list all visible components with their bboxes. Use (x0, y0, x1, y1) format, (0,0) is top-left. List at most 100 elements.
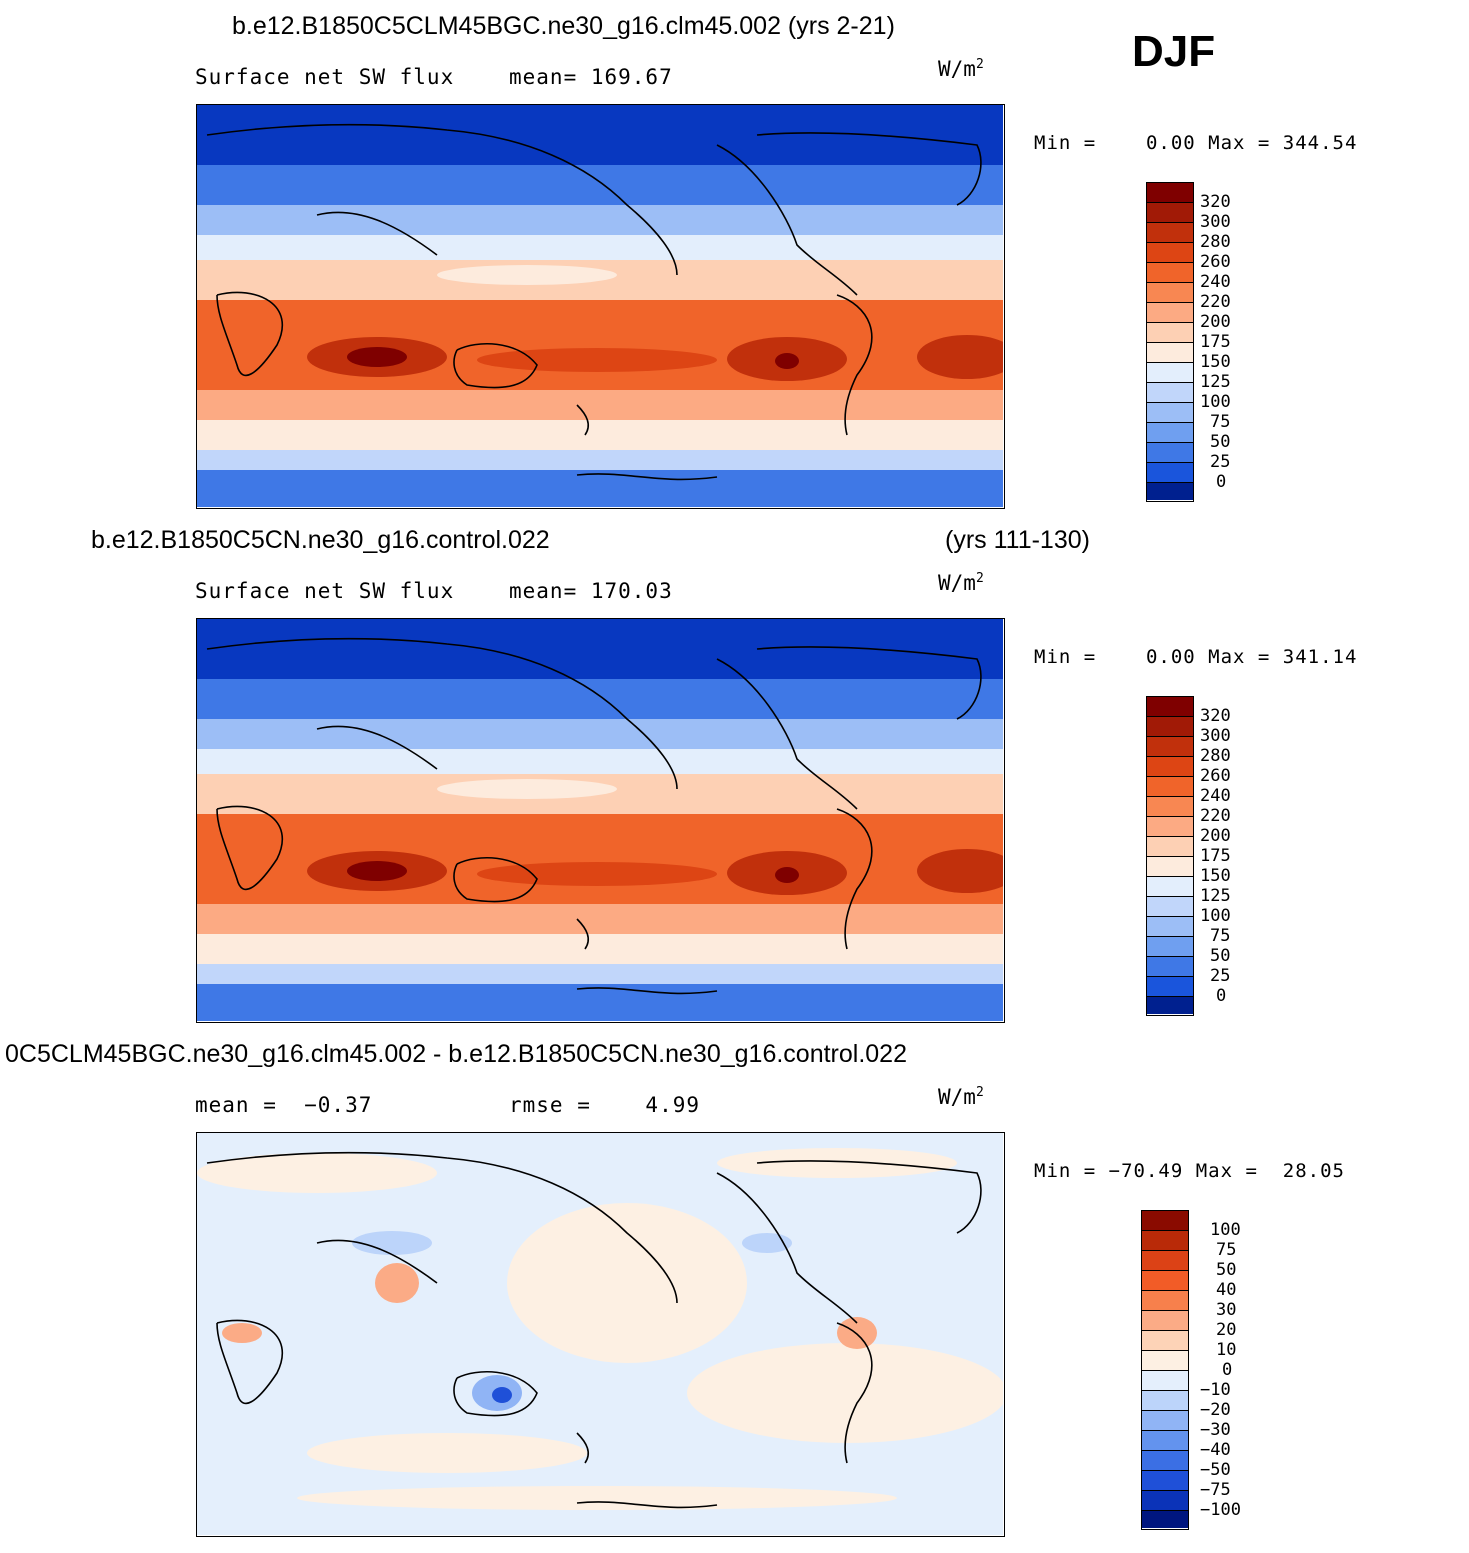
colorbar-label: −100 (1200, 1500, 1241, 1520)
panel3-map (196, 1132, 1005, 1537)
colorbar-swatch (1142, 1271, 1188, 1291)
colorbar-swatch (1142, 1371, 1188, 1391)
colorbar-label: 100 (1200, 392, 1231, 412)
colorbar-label: 260 (1200, 766, 1231, 786)
colorbar-label: 100 (1200, 906, 1231, 926)
colorbar-swatch (1147, 203, 1193, 223)
colorbar-swatch (1147, 463, 1193, 483)
colorbar-label: 75 (1216, 1240, 1237, 1260)
panel2-variable: Surface net SW flux (195, 579, 455, 603)
colorbar-label: 10 (1216, 1340, 1237, 1360)
panel3-rmse: rmse = 4.99 (509, 1093, 701, 1117)
colorbar-swatch (1142, 1331, 1188, 1351)
colorbar-label: 240 (1200, 272, 1231, 292)
colorbar-swatch (1147, 483, 1193, 500)
colorbar-swatch (1147, 223, 1193, 243)
colorbar-label: 50 (1216, 1260, 1237, 1280)
colorbar-label: 320 (1200, 192, 1231, 212)
colorbar-swatch (1147, 323, 1193, 343)
colorbar-label: 280 (1200, 232, 1231, 252)
colorbar-label: 200 (1200, 826, 1231, 846)
colorbar-swatch (1142, 1431, 1188, 1451)
colorbar-label: 220 (1200, 806, 1231, 826)
panel1-title: b.e12.B1850C5CLM45BGC.ne30_g16.clm45.002… (232, 12, 895, 40)
colorbar-swatch (1142, 1251, 1188, 1271)
colorbar-swatch (1147, 917, 1193, 937)
colorbar-label: −75 (1200, 1480, 1231, 1500)
panel2-units: W/m2 (938, 571, 984, 595)
colorbar-swatch (1147, 957, 1193, 977)
colorbar-label: 200 (1200, 312, 1231, 332)
colorbar-swatch (1147, 737, 1193, 757)
panel1-minmax: Min = 0.00 Max = 344.54 (1034, 132, 1358, 154)
colorbar-label: 125 (1200, 886, 1231, 906)
colorbar-swatch (1147, 997, 1193, 1014)
colorbar-label: 0 (1216, 986, 1227, 1006)
panel2-title: b.e12.B1850C5CN.ne30_g16.control.022 (91, 526, 550, 554)
colorbar-swatch (1147, 777, 1193, 797)
colorbar-swatch (1147, 423, 1193, 443)
colorbar-swatch (1147, 817, 1193, 837)
colorbar-swatch (1147, 263, 1193, 283)
colorbar-label: 300 (1200, 212, 1231, 232)
colorbar-label: 220 (1200, 292, 1231, 312)
colorbar-swatch (1147, 897, 1193, 917)
panel3-mean: mean = −0.37 (195, 1093, 373, 1117)
colorbar-swatch (1147, 697, 1193, 717)
colorbar-swatch (1147, 937, 1193, 957)
colorbar-label: 40 (1216, 1280, 1237, 1300)
colorbar-label: 125 (1200, 372, 1231, 392)
colorbar-swatch (1142, 1391, 1188, 1411)
panel3-units: W/m2 (938, 1085, 984, 1109)
colorbar-swatch (1147, 977, 1193, 997)
colorbar-label: 175 (1200, 332, 1231, 352)
colorbar-swatch (1147, 283, 1193, 303)
colorbar-swatch (1142, 1291, 1188, 1311)
colorbar-swatch (1147, 343, 1193, 363)
panel2-years: (yrs 111-130) (945, 526, 1090, 554)
colorbar-swatch (1147, 443, 1193, 463)
colorbar-swatch (1147, 757, 1193, 777)
colorbar-label: 50 (1210, 432, 1231, 452)
panel1-units: W/m2 (938, 57, 984, 81)
colorbar-label: 150 (1200, 866, 1231, 886)
colorbar-swatch (1147, 383, 1193, 403)
panel3-colorbar (1141, 1210, 1189, 1530)
colorbar-label: 150 (1200, 352, 1231, 372)
colorbar-label: 300 (1200, 726, 1231, 746)
colorbar-label: −40 (1200, 1440, 1231, 1460)
colorbar-swatch (1142, 1511, 1188, 1528)
colorbar-swatch (1147, 243, 1193, 263)
panel3-minmax: Min = −70.49 Max = 28.05 (1034, 1160, 1345, 1182)
colorbar-swatch (1147, 877, 1193, 897)
colorbar-swatch (1147, 857, 1193, 877)
colorbar-swatch (1147, 363, 1193, 383)
colorbar-label: 75 (1210, 926, 1231, 946)
colorbar-swatch (1142, 1471, 1188, 1491)
colorbar-swatch (1142, 1351, 1188, 1371)
colorbar-swatch (1147, 403, 1193, 423)
colorbar-label: 240 (1200, 786, 1231, 806)
colorbar-swatch (1142, 1211, 1188, 1231)
panel2-mean: mean= 170.03 (509, 579, 673, 603)
panel1-variable: Surface net SW flux (195, 65, 455, 89)
colorbar-swatch (1147, 717, 1193, 737)
colorbar-label: −10 (1200, 1380, 1231, 1400)
colorbar-label: −30 (1200, 1420, 1231, 1440)
colorbar-swatch (1147, 797, 1193, 817)
panel1-mean: mean= 169.67 (509, 65, 673, 89)
panel2-minmax: Min = 0.00 Max = 341.14 (1034, 646, 1358, 668)
colorbar-label: 0 (1222, 1360, 1233, 1380)
panel1-colorbar (1146, 182, 1194, 502)
colorbar-label: 280 (1200, 746, 1231, 766)
colorbar-swatch (1142, 1311, 1188, 1331)
colorbar-swatch (1142, 1231, 1188, 1251)
colorbar-label: 175 (1200, 846, 1231, 866)
colorbar-label: −20 (1200, 1400, 1231, 1420)
colorbar-label: 100 (1210, 1220, 1241, 1240)
colorbar-swatch (1147, 183, 1193, 203)
season-label: DJF (1132, 27, 1216, 76)
colorbar-label: 260 (1200, 252, 1231, 272)
colorbar-label: 50 (1210, 946, 1231, 966)
colorbar-label: 320 (1200, 706, 1231, 726)
